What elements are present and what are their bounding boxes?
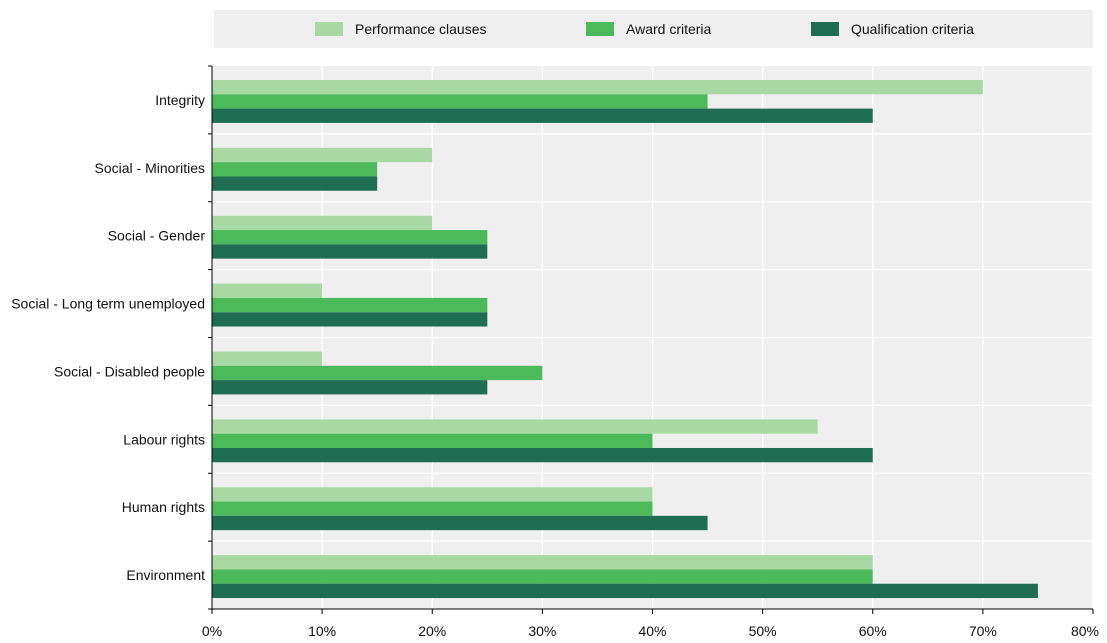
legend-label-award-criteria: Award criteria: [626, 21, 712, 37]
bar-performance-clauses: [212, 351, 323, 366]
bar-performance-clauses: [212, 80, 983, 95]
x-tick-label: 50%: [749, 623, 777, 639]
y-tick-label: Human rights: [122, 499, 205, 515]
legend-item-performance-clauses: Performance clauses: [315, 10, 487, 48]
y-tick-label: Social - Gender: [108, 228, 206, 244]
legend-swatch-qualification-criteria: [811, 22, 839, 36]
x-tick-label: 10%: [308, 623, 336, 639]
bar-performance-clauses: [212, 487, 653, 502]
bar-performance-clauses: [212, 283, 323, 298]
bar-performance-clauses: [212, 215, 433, 231]
x-tick-label: 30%: [528, 623, 556, 639]
x-tick-label: 70%: [969, 623, 997, 639]
bar-award-criteria: [212, 162, 378, 177]
bar-qualification-criteria: [212, 447, 873, 463]
bar-award-criteria: [212, 569, 873, 584]
bar-award-criteria: [212, 501, 653, 516]
y-tick-label: Integrity: [155, 92, 205, 108]
bar-award-criteria: [212, 230, 488, 245]
y-tick-label: Social - Disabled people: [54, 363, 205, 379]
bar-qualification-criteria: [212, 176, 378, 191]
bar-qualification-criteria: [212, 380, 488, 395]
bar-award-criteria: [212, 297, 488, 313]
bar-performance-clauses: [212, 147, 433, 163]
legend-item-qualification-criteria: Qualification criteria: [811, 10, 974, 48]
bar-award-criteria: [212, 365, 543, 381]
bar-qualification-criteria: [212, 515, 708, 531]
x-tick-label: 60%: [859, 623, 887, 639]
y-tick-label: Social - Minorities: [95, 160, 205, 176]
y-tick-label: Labour rights: [123, 431, 205, 447]
x-tick-label: 40%: [638, 623, 666, 639]
x-tick-label: 20%: [418, 623, 446, 639]
x-tick-label: 0%: [202, 623, 222, 639]
legend-swatch-award-criteria: [586, 22, 614, 36]
bar-qualification-criteria: [212, 244, 488, 259]
bar-qualification-criteria: [212, 583, 1038, 599]
y-tick-label: Social - Long term unemployed: [11, 296, 205, 312]
bar-qualification-criteria: [212, 312, 488, 327]
legend-background: [214, 10, 1093, 48]
legend-item-award-criteria: Award criteria: [586, 10, 711, 48]
legend-label-performance-clauses: Performance clauses: [355, 21, 487, 37]
bar-performance-clauses: [212, 555, 873, 570]
bar-performance-clauses: [212, 419, 818, 434]
legend-label-qualification-criteria: Qualification criteria: [851, 21, 974, 37]
y-tick-label: Environment: [126, 567, 205, 583]
bar-award-criteria: [212, 94, 708, 109]
bar-award-criteria: [212, 433, 653, 448]
bar-qualification-criteria: [212, 108, 873, 123]
legend-swatch-performance-clauses: [315, 22, 343, 36]
x-tick-label: 80%: [1071, 623, 1099, 639]
